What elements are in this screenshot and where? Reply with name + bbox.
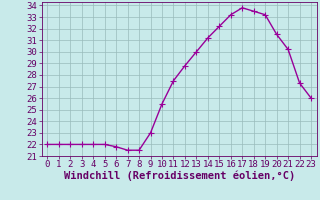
X-axis label: Windchill (Refroidissement éolien,°C): Windchill (Refroidissement éolien,°C): [64, 171, 295, 181]
